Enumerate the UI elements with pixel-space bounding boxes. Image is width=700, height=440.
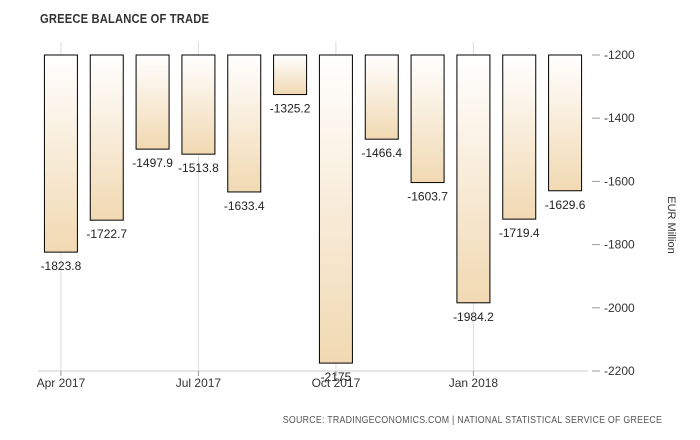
data-label: -1466.4 xyxy=(361,146,402,160)
y-tick-label: -2000 xyxy=(604,301,635,315)
x-tick-label: Jul 2017 xyxy=(176,376,222,390)
bar xyxy=(364,54,399,140)
source-note: SOURCE: TRADINGECONOMICS.COM | NATIONAL … xyxy=(282,415,662,426)
bars xyxy=(43,54,583,364)
bar xyxy=(502,54,537,220)
y-tick-label: -2200 xyxy=(604,364,635,378)
bar xyxy=(89,54,124,221)
data-label: -1719.4 xyxy=(499,226,540,240)
y-tick-label: -1800 xyxy=(604,238,635,252)
data-label: -1984.2 xyxy=(453,310,494,324)
y-tick-label: -1200 xyxy=(604,48,635,62)
y-tick-label: -1600 xyxy=(604,174,635,188)
data-label: -2175 xyxy=(321,370,352,384)
data-label: -1497.9 xyxy=(132,156,173,170)
bar xyxy=(410,54,445,184)
bar xyxy=(43,54,78,253)
chart-title: GREECE BALANCE OF TRADE xyxy=(40,11,210,26)
data-labels: -1823.8 -1722.7 -1497.9 -1513.8 -1633.4 -1325… xyxy=(41,102,586,385)
bar xyxy=(318,54,353,364)
data-label: -1722.7 xyxy=(86,227,127,241)
data-label: -1823.8 xyxy=(41,259,82,273)
x-tick-label: Oct 2017 xyxy=(312,376,361,390)
data-label: -1633.4 xyxy=(224,199,265,213)
y-tick-label: -1400 xyxy=(604,111,635,125)
bar xyxy=(456,54,491,304)
bar xyxy=(273,54,308,96)
data-label: -1629.6 xyxy=(545,198,586,212)
bar xyxy=(135,54,170,150)
y-axis-title: EUR Million xyxy=(665,196,677,253)
bar xyxy=(548,54,583,192)
data-label: -1325.2 xyxy=(270,102,311,116)
y-axis: -1200 -1400 -1600 -1800 -2000 -2200 xyxy=(592,48,635,378)
bar xyxy=(227,54,262,193)
bar xyxy=(181,54,216,155)
x-axis: Apr 2017 Jul 2017 Oct 2017 Jan 2018 xyxy=(37,370,588,390)
data-label: -1603.7 xyxy=(407,190,448,204)
x-tick-label: Apr 2017 xyxy=(37,376,86,390)
data-label: -1513.8 xyxy=(178,161,219,175)
x-tick-label: Jan 2018 xyxy=(449,376,499,390)
